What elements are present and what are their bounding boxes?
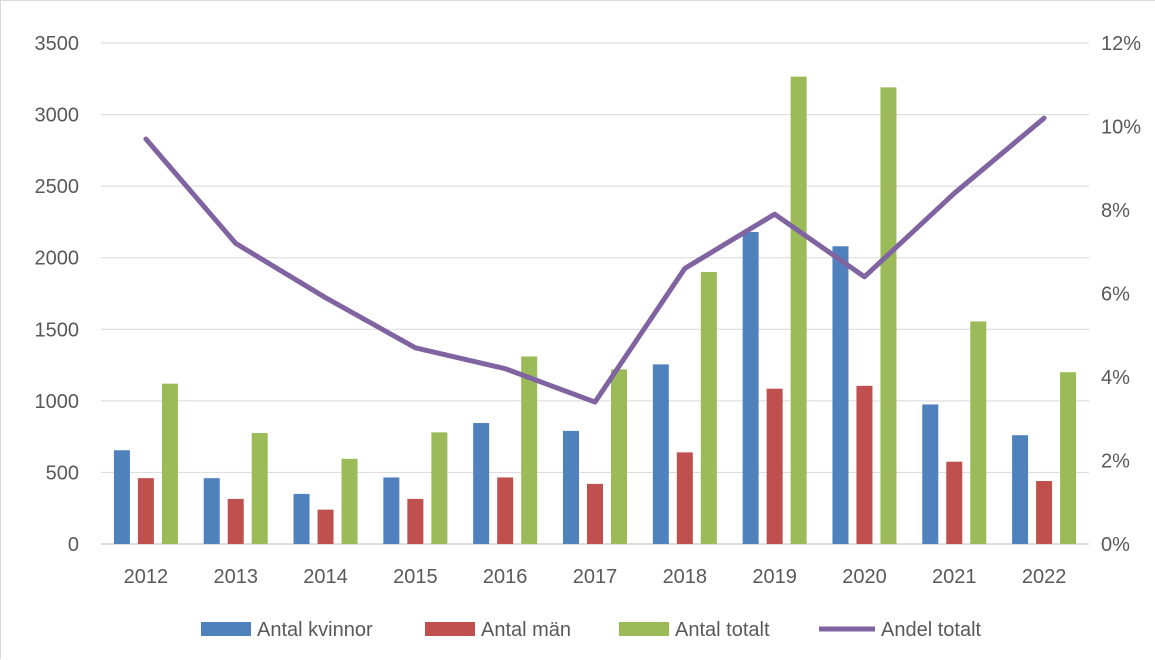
bar-antal-kvinnor: [922, 404, 939, 544]
bar-antal-m-n: [856, 385, 873, 544]
legend-swatch: [425, 622, 475, 636]
bar-antal-totalt: [1060, 372, 1077, 544]
y2-tick-label: 0%: [1101, 534, 1130, 556]
y2-tick-label: 6%: [1101, 284, 1130, 306]
gridlines: [101, 42, 1089, 545]
bar-antal-kvinnor: [383, 477, 400, 544]
y-tick-label: 2000: [35, 248, 80, 270]
legend-swatch: [201, 622, 251, 636]
bar-antal-m-n: [1036, 481, 1053, 544]
bar-antal-m-n: [766, 388, 783, 544]
bar-antal-m-n: [587, 483, 603, 544]
bar-antal-m-n: [137, 478, 154, 544]
y2-tick-label: 12%: [1101, 33, 1141, 55]
bar-antal-m-n: [946, 461, 963, 544]
bar-antal-totalt: [251, 433, 268, 544]
bar-antal-totalt: [431, 432, 448, 544]
line-series: [143, 115, 1047, 405]
legend-label: Antal kvinnor: [257, 619, 373, 641]
bar-antal-kvinnor: [293, 493, 310, 544]
bar-antal-kvinnor: [113, 450, 130, 544]
bar-antal-totalt: [700, 272, 717, 544]
x-tick-label: 2013: [213, 566, 258, 588]
legend-label: Antal män: [481, 619, 571, 641]
bar-antal-kvinnor: [652, 364, 669, 544]
bar-antal-kvinnor: [832, 246, 849, 544]
x-tick-label: 2019: [752, 566, 797, 588]
y-tick-label: 2500: [35, 176, 80, 198]
bar-antal-kvinnor: [563, 430, 579, 544]
bar-antal-kvinnor: [742, 231, 759, 544]
bar-antal-totalt: [880, 87, 897, 545]
legend-label: Antal totalt: [675, 619, 770, 641]
y-tick-label: 1000: [35, 391, 80, 413]
bars: [113, 76, 1077, 545]
bar-antal-kvinnor: [473, 423, 490, 544]
x-tick-label: 2021: [932, 566, 977, 588]
x-tick-label: 2015: [393, 566, 438, 588]
y-tick-label: 0: [68, 534, 79, 556]
bar-antal-totalt: [521, 356, 538, 544]
x-tick-label: 2014: [303, 566, 348, 588]
bar-antal-m-n: [497, 477, 514, 544]
bar-antal-kvinnor: [1012, 435, 1029, 544]
bar-antal-m-n: [407, 498, 424, 544]
line-andel-totalt: [143, 115, 1047, 405]
bar-antal-totalt: [611, 369, 627, 544]
bar-antal-totalt: [790, 76, 807, 544]
x-tick-label: 2022: [1022, 566, 1067, 588]
y2-tick-label: 8%: [1101, 200, 1130, 222]
bar-antal-m-n: [676, 452, 693, 544]
x-tick-label: 2020: [842, 566, 887, 588]
legend: Antal kvinnor Antal män Antal totalt Andel …: [201, 619, 982, 641]
legend-swatch: [619, 622, 669, 636]
bar-antal-m-n: [227, 498, 244, 544]
x-tick-label: 2016: [483, 566, 528, 588]
x-tick-label: 2012: [124, 566, 169, 588]
y-tick-label: 1500: [35, 319, 80, 341]
y-tick-label: 500: [46, 462, 79, 484]
bar-antal-totalt: [970, 321, 987, 544]
axes: 0 500 1000 1500 2000 2500 3000 3500 0% 2% 4% 6% 8% 10…: [35, 33, 1142, 588]
x-tick-label: 2018: [663, 566, 708, 588]
bar-antal-m-n: [317, 509, 334, 544]
bar-antal-kvinnor: [203, 478, 220, 544]
y-tick-label: 3500: [35, 33, 80, 55]
bar-antal-totalt: [161, 383, 178, 544]
y2-tick-label: 10%: [1101, 117, 1141, 139]
legend-label: Andel totalt: [881, 619, 982, 641]
y2-tick-label: 4%: [1101, 367, 1130, 389]
x-tick-label: 2017: [573, 566, 618, 588]
y-tick-label: 3000: [35, 105, 80, 127]
y2-tick-label: 2%: [1101, 451, 1130, 473]
bar-antal-totalt: [341, 458, 358, 544]
